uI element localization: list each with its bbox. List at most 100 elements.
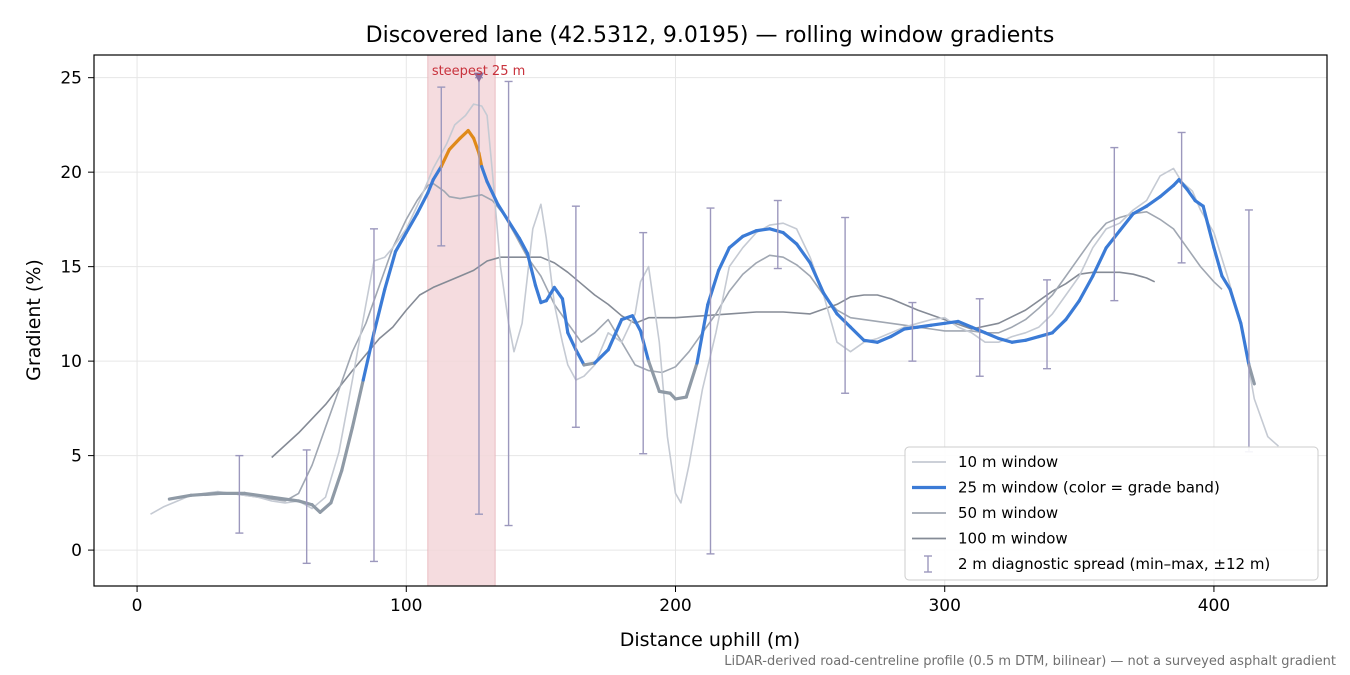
legend-label: 10 m window <box>958 453 1058 471</box>
series-segment-w25 <box>1158 183 1176 199</box>
y-tick-label: 20 <box>60 163 82 183</box>
series-segment-w25 <box>848 325 866 342</box>
series-segment-w25 <box>1131 204 1149 216</box>
series-segment-w25 <box>706 268 721 307</box>
series-segment-w25 <box>552 285 565 301</box>
series-segment-w25 <box>630 314 643 333</box>
series-segment-w25 <box>646 359 661 393</box>
series-segment-w25 <box>496 202 511 223</box>
series-line-w100 <box>271 256 1156 459</box>
footnote: LiDAR-derived road-centreline profile (0… <box>724 654 1336 669</box>
x-axis-label: Distance uphill (m) <box>620 629 800 651</box>
series-segment-w25 <box>189 491 220 497</box>
series-segment-w25 <box>1010 338 1028 344</box>
series-segment-w25 <box>1118 212 1135 233</box>
series-segment-w25 <box>862 338 880 344</box>
series-segment-w25 <box>297 499 314 507</box>
legend-label: 2 m diagnostic spread (min–max, ±12 m) <box>958 555 1270 573</box>
series-segment-w25 <box>544 285 556 303</box>
series-segment-w25 <box>404 212 419 235</box>
series-segment-w25 <box>485 180 500 206</box>
series-segment-w25 <box>684 361 699 399</box>
y-tick-label: 0 <box>71 541 82 561</box>
series-segment-w25 <box>480 164 489 184</box>
series-segment-w25 <box>638 329 651 363</box>
series-segment-w25 <box>1037 331 1055 339</box>
series-segment-w25 <box>727 234 745 250</box>
series-segment-w25 <box>415 191 430 216</box>
steepest-marker <box>473 72 484 83</box>
series-segment-w25 <box>673 395 688 401</box>
series-line-w10 <box>150 103 1280 515</box>
series-segment-w25 <box>781 231 799 246</box>
x-tick-label: 0 <box>132 596 143 616</box>
series-segment-w25 <box>506 219 521 240</box>
series-segment-w25 <box>1064 299 1081 322</box>
axis-ticks: 0 100 200 300 400 0 5 10 15 20 25 <box>60 69 1230 616</box>
series-segment-w25 <box>657 389 672 395</box>
series-segment-w25 <box>372 287 387 335</box>
series-segment-w25 <box>695 302 710 365</box>
series-segment-w25 <box>329 469 344 505</box>
series-segment-w25 <box>439 147 451 169</box>
series-segment-w25 <box>1104 229 1122 250</box>
series-segment-w25 <box>525 251 538 288</box>
series-segment-w25 <box>835 312 853 329</box>
series-segment-w25 <box>902 325 920 331</box>
series-segment-w25 <box>361 331 376 382</box>
series-segment-w25 <box>1050 317 1068 335</box>
series-line-w50 <box>204 182 1223 502</box>
series-segment-w25 <box>566 331 578 352</box>
x-tick-label: 400 <box>1198 596 1230 616</box>
series-segment-w25 <box>1228 287 1243 325</box>
series-segment-w25 <box>889 327 906 339</box>
series-segment-w25 <box>741 229 758 239</box>
series-segment-w25 <box>431 164 443 182</box>
series-segment-w25 <box>943 319 960 325</box>
steepest-highlight-band <box>427 54 496 587</box>
series-segment-w25 <box>1239 321 1251 367</box>
series-segment-w25 <box>716 246 731 273</box>
series-segment-w25 <box>983 331 1001 341</box>
x-tick-label: 200 <box>659 596 691 616</box>
series-segment-w25 <box>795 242 812 265</box>
series-segment-w25 <box>1077 274 1095 303</box>
y-tick-label: 15 <box>60 258 82 278</box>
series-segment-w25 <box>426 178 435 195</box>
diagnostic-spread <box>235 76 1253 565</box>
legend-label: 25 m window (color = grade band) <box>958 479 1220 497</box>
series-segment-w25 <box>754 227 772 233</box>
series-segment-w25 <box>560 297 570 335</box>
series-segment-w25 <box>1185 187 1197 203</box>
series-segment-w25 <box>1247 363 1256 386</box>
chart-title: Discovered lane (42.5312, 9.0195) — roll… <box>366 23 1055 48</box>
legend-label: 100 m window <box>958 530 1068 548</box>
series-segment-w25 <box>970 325 987 335</box>
series-segment-w25 <box>471 136 481 155</box>
series-segment-w25 <box>340 425 355 473</box>
highlight-band <box>427 54 496 587</box>
series-segment-w25 <box>768 227 785 235</box>
series-segment-w25 <box>1212 246 1224 278</box>
series-segment-w25 <box>808 261 826 295</box>
series-segment-w25 <box>606 317 624 352</box>
series-segment-w25 <box>1023 334 1041 342</box>
plot-frame <box>93 54 1328 587</box>
legend-box <box>904 446 1319 581</box>
series-segment-w25 <box>929 321 947 327</box>
x-tick-label: 100 <box>390 596 422 616</box>
series-segment-w25 <box>821 291 839 316</box>
series-segment-w25 <box>1177 178 1189 191</box>
series-segment-w25 <box>447 136 462 152</box>
series-segment-w25 <box>956 319 974 329</box>
legend-label: 50 m window <box>958 504 1058 522</box>
series-segment-w25 <box>916 323 933 329</box>
series-segment-w25 <box>1145 195 1162 208</box>
series-segment-w25 <box>1201 204 1216 250</box>
series-segment-w25 <box>620 314 635 322</box>
series-segment-w25 <box>1220 274 1232 291</box>
legend: 10 m window 25 m window (color = grade ba… <box>904 446 1319 581</box>
series-lines <box>150 103 1280 515</box>
series-segment-w25 <box>458 128 470 140</box>
